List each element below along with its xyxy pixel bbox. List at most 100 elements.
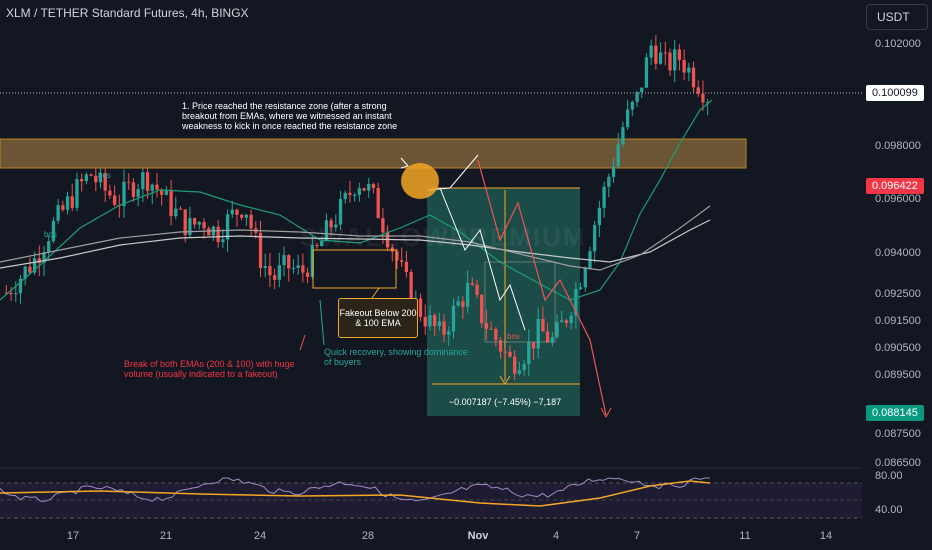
candle-body <box>23 266 27 279</box>
candle-body <box>611 166 616 177</box>
resistance-zone <box>0 138 747 169</box>
price-tick-label: 0.086500 <box>875 457 921 469</box>
candle-body <box>80 179 84 182</box>
time-tick-label: 14 <box>819 530 833 542</box>
candle-body <box>442 321 446 335</box>
candle-body <box>625 109 630 128</box>
candle-body <box>616 144 620 167</box>
candle-body <box>348 192 352 196</box>
candle-body <box>494 328 498 341</box>
resistance-rejection-marker <box>401 163 439 199</box>
candle-body <box>640 87 644 93</box>
candle-body <box>272 275 277 280</box>
candle-body <box>644 57 649 88</box>
candle-body <box>235 209 239 215</box>
candle-body <box>357 188 362 195</box>
candle-body <box>475 284 479 295</box>
recovery-arrow <box>319 299 325 346</box>
candle-body <box>607 176 611 187</box>
candle-body <box>108 190 112 196</box>
candle-body <box>18 278 23 294</box>
rsi-ma-line <box>0 480 711 507</box>
candle-body <box>673 49 677 71</box>
candle-body <box>47 241 51 253</box>
candle-body <box>578 287 583 289</box>
candle-body <box>550 337 554 343</box>
current-price-label: 0.100099 <box>866 85 924 101</box>
symbol-title[interactable]: XLM / TETHER Standard Futures, 4h, BINGX <box>6 6 249 20</box>
watermark: SWALLOWPREMIUM <box>300 222 587 252</box>
candle-body <box>258 232 263 269</box>
candle-body <box>160 189 164 195</box>
candle-body <box>197 221 201 225</box>
candle-body <box>75 179 79 208</box>
rsi-level-40: 40.00 <box>875 504 903 516</box>
candle-body <box>136 189 140 197</box>
rsi-level-80: 80.00 <box>875 470 903 482</box>
candle-body <box>602 186 606 208</box>
candle-body <box>296 265 300 268</box>
measure-label: −0.007187 (−7.45%) −7,187 <box>448 397 562 407</box>
candle-body <box>216 226 220 243</box>
candle-body <box>287 255 291 269</box>
candle-body <box>291 267 296 269</box>
consolidation-region <box>484 261 556 343</box>
candle-body <box>103 172 107 191</box>
price-tick-label: 0.089500 <box>875 369 921 381</box>
candle-body <box>56 205 60 221</box>
candle-body <box>395 251 399 261</box>
candle-body <box>362 188 366 191</box>
candle-body <box>131 182 136 197</box>
candle-body <box>593 224 597 252</box>
candle-body <box>663 52 667 54</box>
projection-arrow-head <box>600 407 612 419</box>
resistance-note: 1. Price reached the resistance zone (af… <box>182 101 398 131</box>
candle-body <box>320 241 324 247</box>
candle-body <box>447 331 451 335</box>
candle-body <box>178 208 183 210</box>
currency-selector[interactable]: USDT <box>866 4 928 30</box>
candle-body <box>145 172 150 191</box>
candle-body <box>240 214 244 218</box>
candle-body <box>691 67 696 88</box>
candle-body <box>564 320 569 324</box>
candle-body <box>263 265 267 269</box>
candle-body <box>513 356 517 374</box>
candle-body <box>65 196 70 210</box>
candle-body <box>630 101 634 110</box>
candle-body <box>677 49 682 60</box>
candle-body <box>169 189 173 217</box>
time-tick-label: 7 <box>633 530 641 542</box>
candle-body <box>98 172 103 183</box>
projection-red-line <box>477 159 607 416</box>
candle-body <box>371 183 376 188</box>
candle-body <box>433 315 437 327</box>
candle-body <box>225 214 230 240</box>
time-tick-label: 21 <box>159 530 173 542</box>
candle-body <box>428 315 432 327</box>
candle-body <box>207 228 211 236</box>
candle-body <box>315 245 319 247</box>
candle-body <box>202 221 206 229</box>
time-tick-label: 28 <box>361 530 375 542</box>
candle-body <box>503 351 507 353</box>
candle-body <box>583 268 587 288</box>
candle-body <box>465 282 470 307</box>
red-price-tag: 0.096422 <box>866 178 924 194</box>
candle-body <box>112 195 117 205</box>
candle-body <box>244 214 249 218</box>
bos-label: bos <box>98 171 111 180</box>
price-tick-label: 0.087500 <box>875 428 921 440</box>
candle-body <box>437 321 442 327</box>
measure-arrow-head <box>499 375 511 385</box>
price-tick-label: 0.096000 <box>875 193 921 205</box>
candle-body <box>527 342 531 365</box>
candle-body <box>541 318 545 332</box>
candle-body <box>37 258 41 263</box>
candle-body <box>174 208 178 217</box>
candle-body <box>531 342 536 349</box>
candle-body <box>621 127 625 145</box>
bos-label: bos <box>44 230 57 239</box>
candle-body <box>498 340 503 352</box>
